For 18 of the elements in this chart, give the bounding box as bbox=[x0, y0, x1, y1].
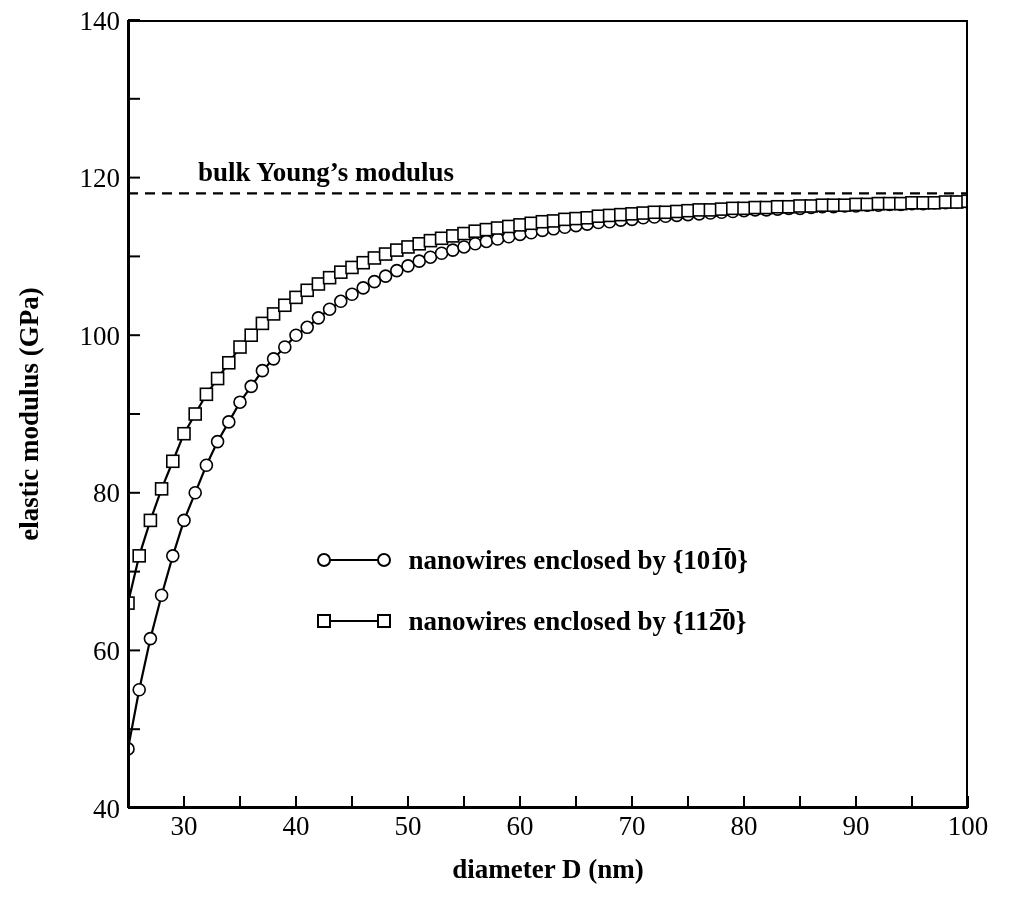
y-axis-title: elastic modulus (GPa) bbox=[13, 287, 44, 541]
x-tick-label: 70 bbox=[618, 811, 646, 842]
y-tick-label: 60 bbox=[93, 635, 120, 666]
y-tick-label: 140 bbox=[79, 5, 120, 36]
x-tick-label: 30 bbox=[170, 811, 198, 842]
y-tick-label: 120 bbox=[79, 163, 120, 194]
x-tick-label: 50 bbox=[394, 811, 422, 842]
x-tick-label: 60 bbox=[506, 811, 534, 842]
legend-label: nanowires enclosed by {101̅0} bbox=[408, 544, 748, 576]
x-tick-label: 40 bbox=[282, 811, 310, 842]
x-tick-label: 100 bbox=[947, 811, 989, 842]
ref-line-label: bulk Young’s modulus bbox=[198, 157, 455, 188]
legend-label: nanowires enclosed by {112̅0} bbox=[408, 605, 747, 637]
y-tick-label: 80 bbox=[93, 478, 120, 509]
x-axis-title: diameter D (nm) bbox=[452, 854, 644, 884]
x-tick-label: 80 bbox=[730, 811, 758, 842]
y-tick-label: 100 bbox=[79, 320, 120, 351]
x-tick-label: 90 bbox=[842, 811, 870, 842]
